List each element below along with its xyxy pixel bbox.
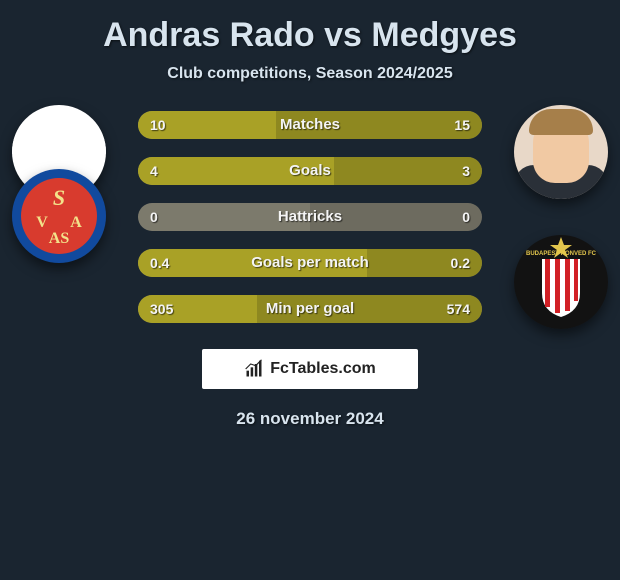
player-right-avatar [514,105,608,199]
bar-chart-icon [244,359,264,379]
stat-label: Goals per match [138,249,482,277]
stat-row: 0.40.2Goals per match [138,249,482,277]
stat-row: 1015Matches [138,111,482,139]
club-right-badge: BUDAPEST HONVED FC [514,235,608,329]
comparison-bars: 1015Matches 43Goals 00Hattricks 0.40.2Goals… [138,111,482,323]
stat-label: Matches [138,111,482,139]
stats-area: S V A AS BUDAPEST HONVED FC 1015Matches 4… [0,111,620,323]
svg-text:AS: AS [49,230,70,247]
page-title: Andras Rado vs Medgyes [0,16,620,55]
stat-row: 305574Min per goal [138,295,482,323]
stat-row: 43Goals [138,157,482,185]
footer-logo: FcTables.com [202,349,418,389]
page-subtitle: Club competitions, Season 2024/2025 [0,65,620,83]
face-hair-icon [529,109,593,135]
stat-label: Min per goal [138,295,482,323]
honved-badge-icon: BUDAPEST HONVED FC [514,235,608,329]
footer-logo-text: FcTables.com [270,360,376,378]
stat-row: 00Hattricks [138,203,482,231]
svg-text:BUDAPEST HONVED FC: BUDAPEST HONVED FC [526,251,597,257]
placeholder-silhouette-icon [12,115,106,163]
vasas-badge-icon: S V A AS [12,169,106,263]
svg-text:A: A [70,214,82,231]
svg-text:S: S [53,185,65,210]
footer-date: 26 november 2024 [0,409,620,429]
stat-label: Hattricks [138,203,482,231]
stat-label: Goals [138,157,482,185]
club-left-badge: S V A AS [12,169,106,263]
svg-text:V: V [36,214,48,231]
